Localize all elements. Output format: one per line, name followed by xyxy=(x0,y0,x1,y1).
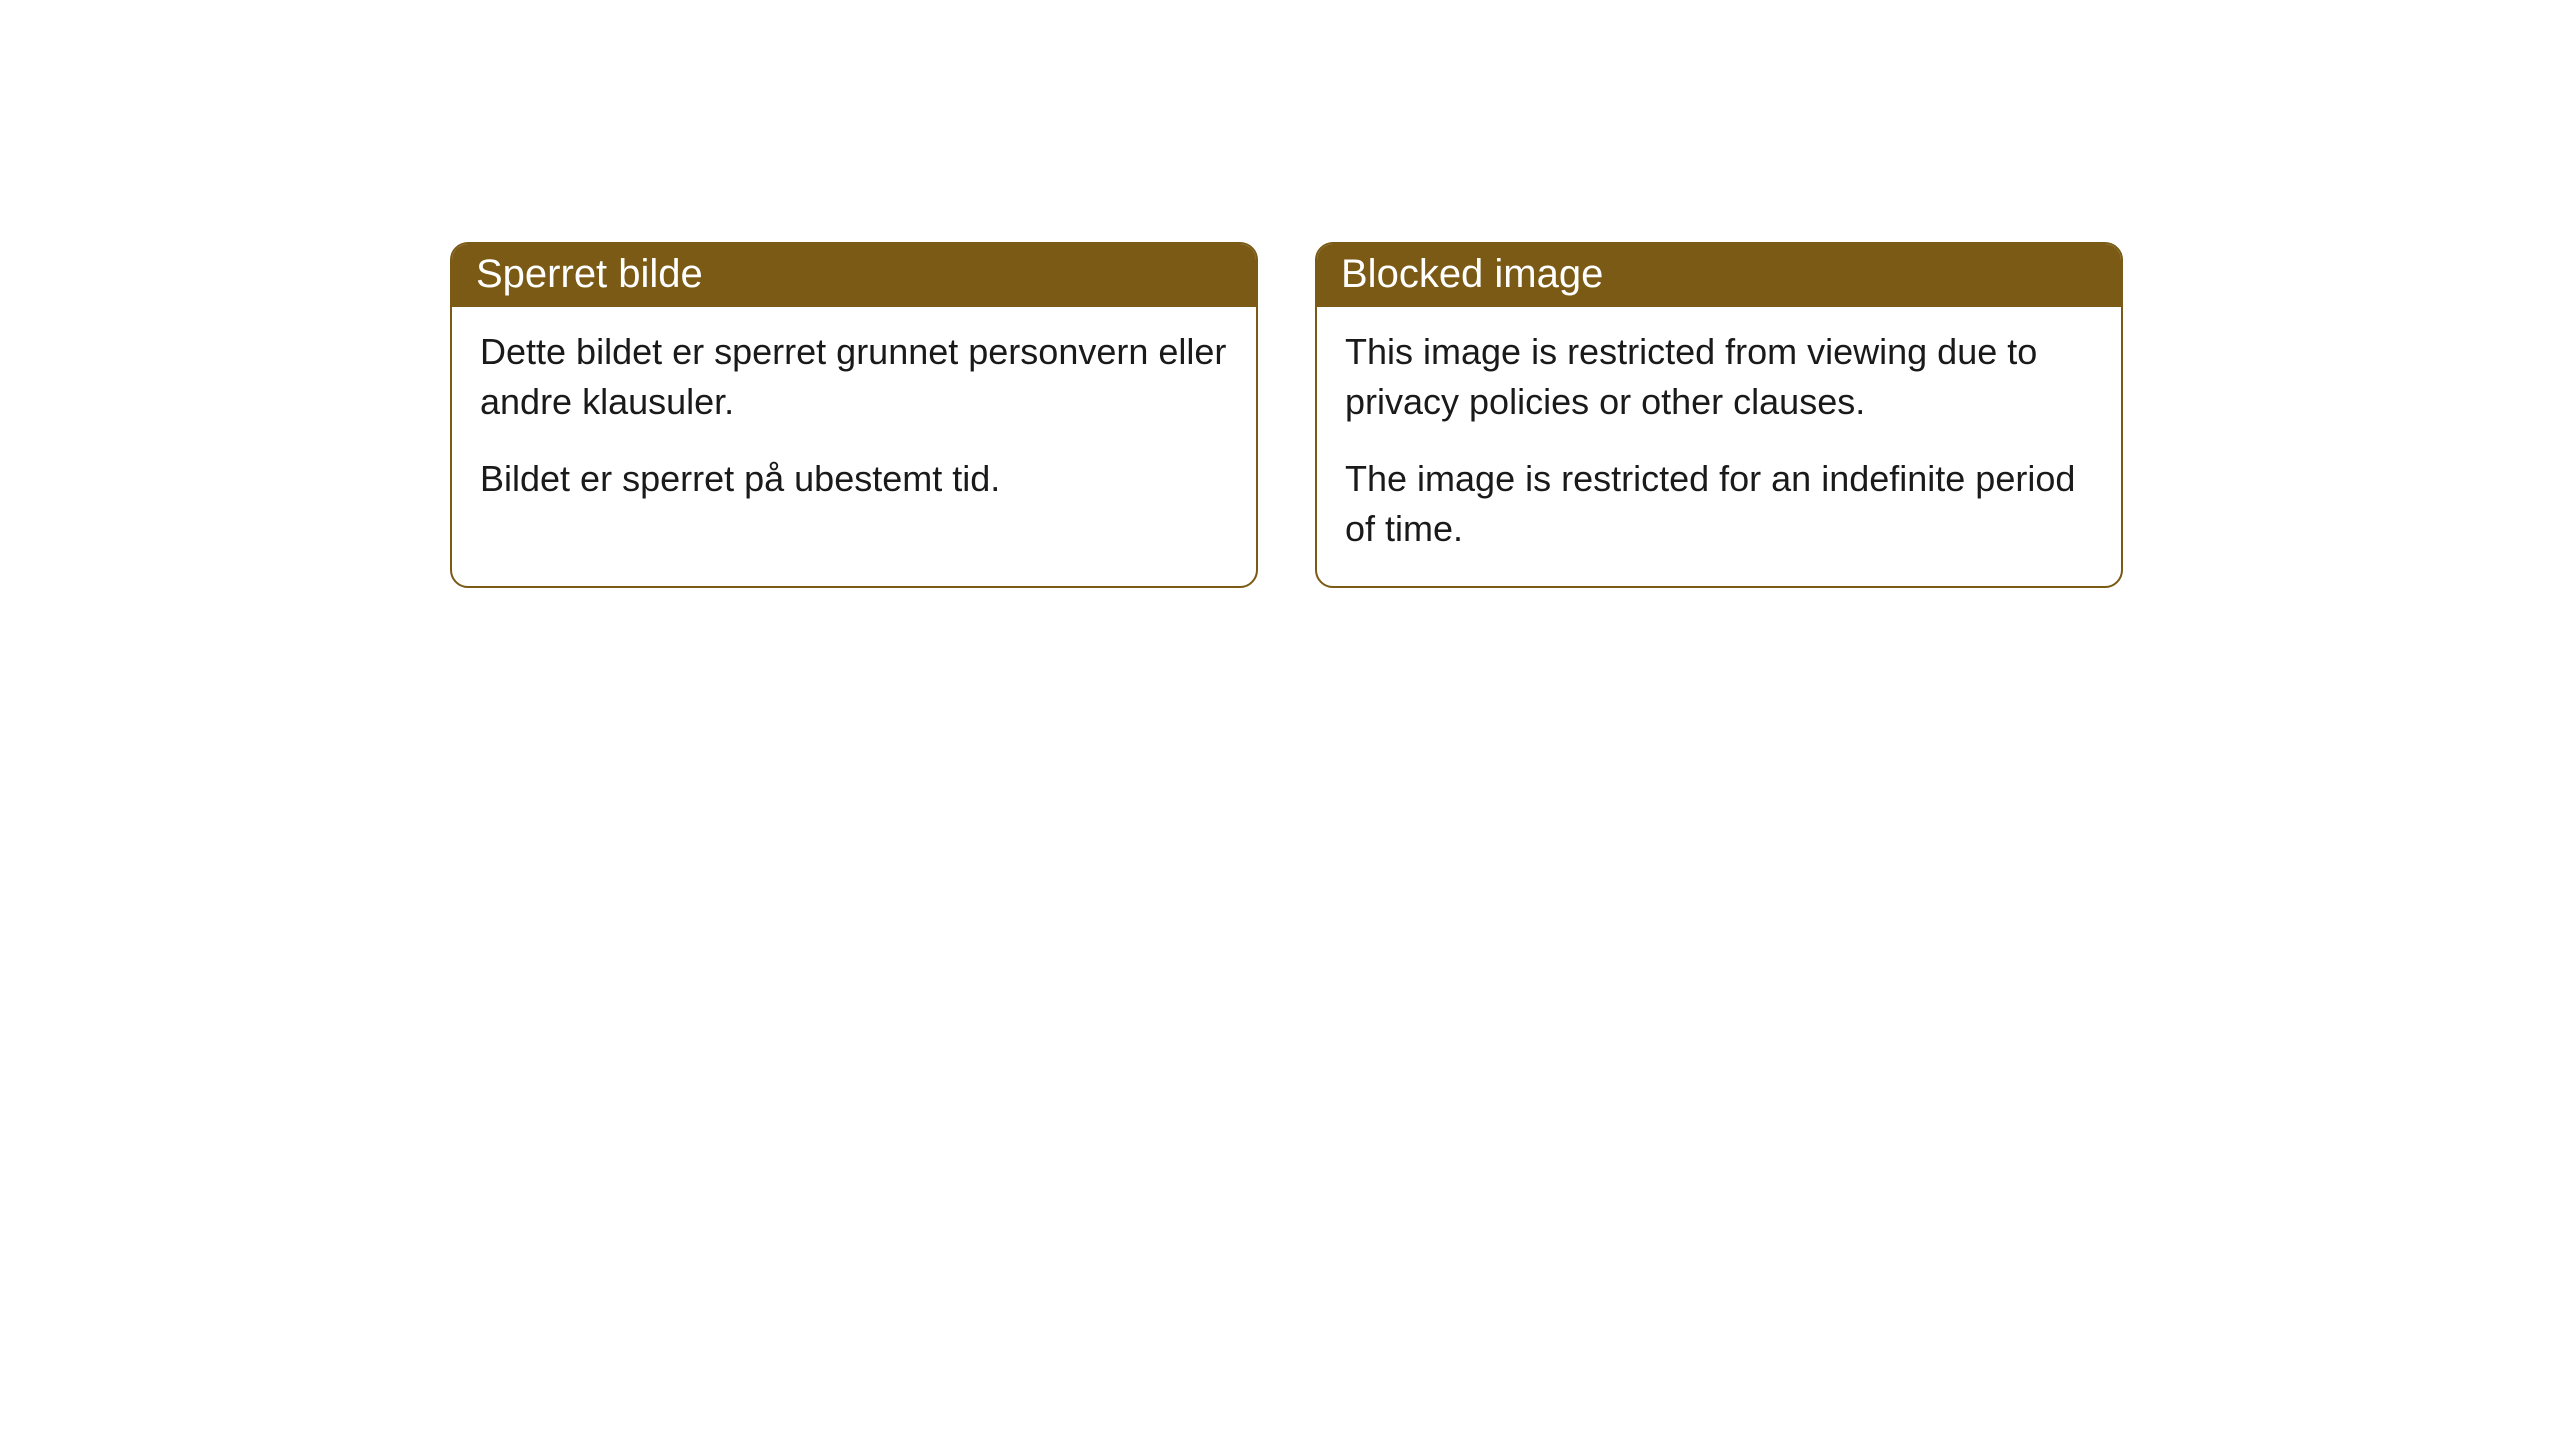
notice-cards-container: Sperret bilde Dette bildet er sperret gr… xyxy=(450,242,2123,588)
card-header: Sperret bilde xyxy=(452,244,1256,307)
card-body: This image is restricted from viewing du… xyxy=(1317,307,2121,586)
card-paragraph-1: This image is restricted from viewing du… xyxy=(1345,327,2093,426)
card-paragraph-1: Dette bildet er sperret grunnet personve… xyxy=(480,327,1228,426)
card-header: Blocked image xyxy=(1317,244,2121,307)
card-paragraph-2: Bildet er sperret på ubestemt tid. xyxy=(480,454,1228,504)
card-body: Dette bildet er sperret grunnet personve… xyxy=(452,307,1256,536)
blocked-image-card-en: Blocked image This image is restricted f… xyxy=(1315,242,2123,588)
blocked-image-card-no: Sperret bilde Dette bildet er sperret gr… xyxy=(450,242,1258,588)
card-paragraph-2: The image is restricted for an indefinit… xyxy=(1345,454,2093,553)
